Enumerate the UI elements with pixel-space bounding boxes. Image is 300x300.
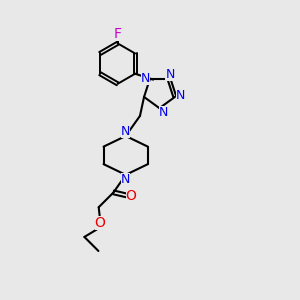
Text: N: N — [121, 173, 130, 186]
Text: F: F — [114, 27, 122, 41]
Text: N: N — [121, 125, 130, 138]
Text: N: N — [141, 71, 150, 85]
Text: O: O — [126, 189, 136, 203]
Text: N: N — [176, 89, 185, 102]
Text: N: N — [159, 106, 168, 119]
Text: O: O — [94, 216, 106, 230]
Text: N: N — [165, 68, 175, 81]
